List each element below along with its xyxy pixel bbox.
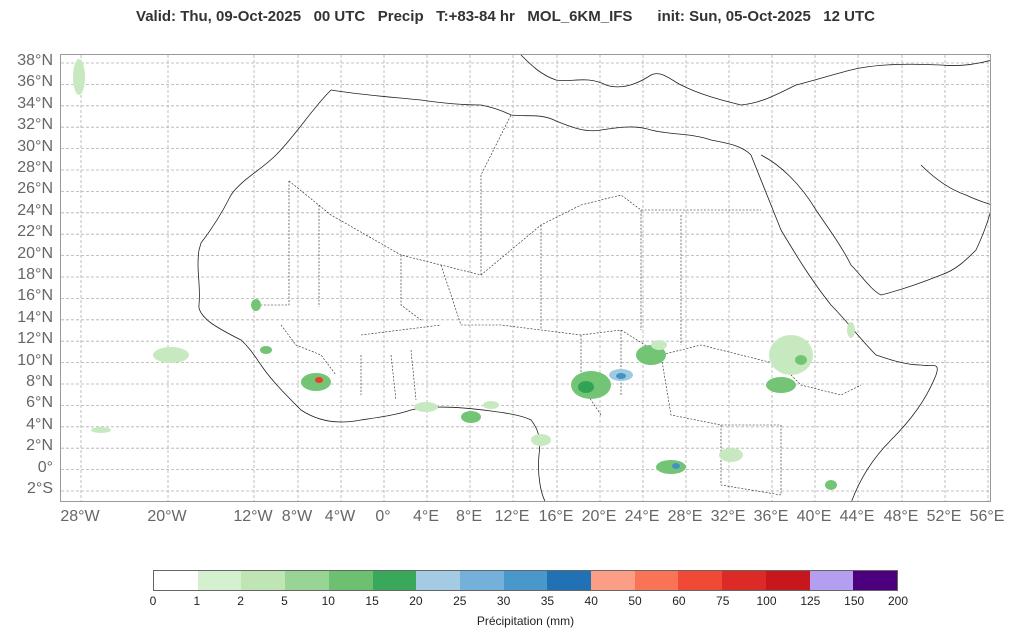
colorbar-cell	[459, 571, 504, 590]
colorbar-cell	[503, 571, 548, 590]
colorbar-cell	[547, 571, 592, 590]
colorbar-tick-label: 5	[281, 594, 288, 608]
map-canvas	[61, 55, 990, 501]
precipitation-colorbar	[153, 570, 898, 591]
colorbar-cell	[372, 571, 417, 590]
colorbar-cell	[241, 571, 286, 590]
colorbar-tick-label: 10	[321, 594, 335, 608]
longitude-label: 8°E	[456, 508, 482, 525]
latitude-label: 12°N	[17, 330, 53, 348]
graticule	[61, 55, 990, 501]
colorbar-cell	[591, 571, 635, 590]
longitude-label: 32°E	[710, 508, 746, 525]
colorbar-cell	[154, 571, 198, 590]
latitude-label: 10°N	[17, 351, 53, 369]
colorbar-tick-label: 150	[844, 594, 865, 608]
longitude-label: 28°E	[667, 508, 703, 525]
colorbar-tick-label: 200	[887, 594, 909, 608]
latitude-label: 20°N	[17, 244, 53, 262]
longitude-label: 56°E	[969, 508, 1005, 525]
colorbar-cell	[416, 571, 460, 590]
latitude-label: 2°S	[27, 480, 53, 497]
colorbar-cell	[197, 571, 242, 590]
colorbar-tick-label: 40	[584, 594, 598, 608]
colorbar-tick-label: 60	[672, 594, 686, 608]
longitude-label: 24°E	[624, 508, 660, 525]
map-title: Valid: Thu, 09-Oct-2025 00 UTC Precip T:…	[136, 8, 875, 25]
latitude-label: 32°N	[17, 116, 53, 134]
latitude-label: 34°N	[17, 94, 53, 112]
colorbar-cell	[809, 571, 854, 590]
colorbar-tick-label: 125	[800, 594, 821, 608]
latitude-label: 22°N	[17, 223, 53, 241]
latitude-label: 16°N	[17, 287, 53, 305]
longitude-label: 12°E	[494, 508, 530, 525]
latitude-label: 6°N	[26, 394, 53, 412]
precipitation-map	[60, 54, 991, 502]
country-borders	[261, 114, 862, 496]
colorbar-tick-label: 15	[365, 594, 379, 608]
longitude-label: 0°	[375, 508, 391, 525]
longitude-label: 48°E	[883, 508, 919, 525]
longitude-label: 12°W	[233, 508, 273, 525]
longitude-label: 8°W	[281, 508, 313, 525]
colorbar-cell	[328, 571, 373, 590]
longitude-label: 4°W	[324, 508, 356, 525]
longitude-label: 20°E	[581, 508, 617, 525]
colorbar-label: Précipitation (mm)	[476, 614, 575, 628]
colorbar-tick-label: 2	[237, 594, 244, 608]
colorbar-tick-label: 50	[628, 594, 642, 608]
colorbar-cell	[765, 571, 810, 590]
longitude-label: 16°E	[538, 508, 574, 525]
colorbar-tick-label: 20	[409, 594, 423, 608]
colorbar-tick-label: 100	[756, 594, 777, 608]
coastlines	[197, 55, 990, 501]
colorbar-cell	[722, 571, 766, 590]
colorbar-tick-label: 0	[149, 594, 157, 608]
colorbar-tick-label: 35	[540, 594, 555, 608]
latitude-label: 0°	[37, 458, 53, 476]
colorbar-tick-label: 30	[496, 594, 511, 608]
latitude-label: 18°N	[17, 266, 53, 283]
colorbar-cell	[634, 571, 679, 590]
longitude-label: 40°E	[796, 508, 832, 525]
colorbar-cell	[678, 571, 723, 590]
latitude-label: 26°N	[17, 180, 53, 198]
precipitation-field	[73, 59, 855, 490]
longitude-label: 36°E	[753, 508, 789, 525]
longitude-label: 4°E	[413, 508, 439, 525]
longitude-label: 44°E	[839, 508, 875, 525]
colorbar-tick-label: 75	[716, 594, 730, 608]
latitude-label: 24°N	[17, 201, 53, 219]
longitude-label: 28°W	[60, 508, 100, 525]
latitude-label: 36°N	[17, 73, 53, 91]
latitude-label: 30°N	[17, 137, 53, 155]
longitude-label: 52°E	[926, 508, 962, 525]
latitude-label: 28°N	[17, 159, 53, 176]
latitude-label: 4°N	[26, 415, 53, 433]
colorbar-cell	[853, 571, 897, 590]
colorbar-tick-label: 1	[193, 594, 201, 608]
longitude-label: 20°W	[147, 508, 187, 525]
colorbar-cell	[285, 571, 329, 590]
latitude-label: 14°N	[17, 308, 53, 326]
colorbar-tick-label: 25	[453, 594, 467, 608]
latitude-label: 8°N	[26, 373, 53, 390]
latitude-label: 38°N	[17, 52, 53, 69]
latitude-label: 2°N	[26, 437, 53, 455]
